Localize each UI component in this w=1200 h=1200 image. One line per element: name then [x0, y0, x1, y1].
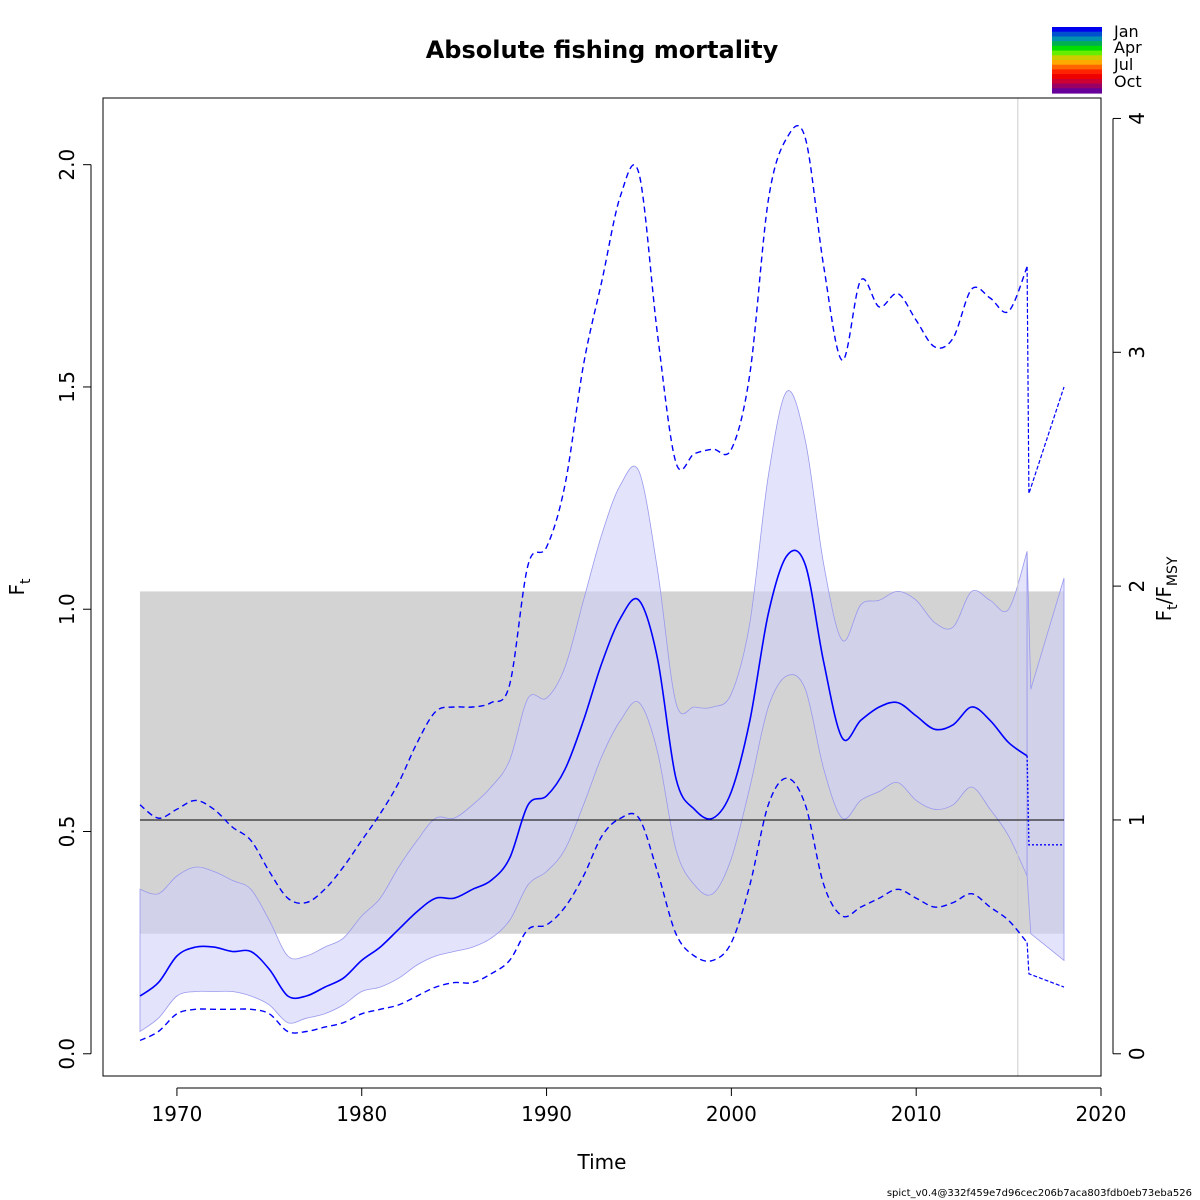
x-tick-label: 1990: [521, 1102, 572, 1126]
y-tick-label: 2.0: [55, 149, 79, 181]
f-prediction-line: [1026, 755, 1064, 846]
y-tick-label: 1.0: [55, 593, 79, 625]
legend-label-jan: Jan: [1113, 22, 1139, 41]
legend-label-jul: Jul: [1113, 55, 1133, 74]
x-tick-label: 2010: [891, 1102, 942, 1126]
legend-swatch: [1052, 31, 1102, 38]
y-label-left-main: F: [5, 584, 29, 596]
x-tick-label: 2020: [1076, 1102, 1127, 1126]
legend-label-apr: Apr: [1114, 38, 1142, 57]
x-tick-label: 1970: [151, 1102, 202, 1126]
legend-label-oct: Oct: [1114, 72, 1142, 91]
legend-swatch: [1052, 64, 1102, 71]
month-color-legend: Jan Apr Jul Oct: [1052, 22, 1142, 94]
obs-ci-upper-dashed-line: [139, 125, 1028, 904]
legend-swatch: [1052, 27, 1102, 33]
chart-title: Absolute fishing mortality: [426, 36, 779, 64]
version-footer: spict_v0.4@332f459e7d96cec206b7aca803fdb…: [887, 1188, 1192, 1199]
legend-swatch: [1052, 60, 1102, 66]
prediction-obs-ci-upper-line: [1026, 266, 1065, 494]
legend-swatch: [1052, 69, 1102, 75]
f-confidence-band: [139, 390, 1028, 1033]
y-label-right-num-sub: t: [1165, 604, 1181, 610]
prediction-confidence-band: [1026, 551, 1065, 962]
legend-swatch: [1052, 83, 1102, 89]
y2-tick-label: 3: [1125, 346, 1149, 359]
y2-tick-label: 0: [1125, 1047, 1149, 1060]
y-tick-label: 0.0: [55, 1038, 79, 1070]
obs-ci-lower-dashed-line: [139, 777, 1028, 1042]
y-label-left-sub: t: [18, 578, 34, 584]
y-tick-label: 0.5: [55, 816, 79, 848]
y-label-right-den-sub: MSY: [1165, 556, 1181, 586]
plot-frame: [102, 97, 1102, 1077]
legend-swatch: [1052, 50, 1102, 56]
y-tick-label: 1.5: [55, 371, 79, 403]
legend-swatch: [1052, 88, 1102, 94]
y-label-right-sep: /: [1152, 597, 1176, 604]
y-axis-label-left: Ft: [5, 578, 34, 596]
y-label-right-den: F: [1152, 586, 1176, 598]
legend-swatch: [1052, 78, 1102, 85]
x-axis: 1970 1980 1990 2000 2010 2020: [151, 1087, 1127, 1126]
legend-swatch: [1052, 74, 1102, 80]
prediction-obs-ci-lower-line: [1026, 942, 1065, 988]
y2-tick-label: 2: [1125, 580, 1149, 593]
y-axis-left: 0.0 0.5 1.0 1.5 2.0: [55, 149, 92, 1070]
legend-swatch: [1052, 41, 1102, 47]
legend-swatch: [1052, 55, 1102, 61]
y2-tick-label: 4: [1125, 112, 1149, 125]
plot-area: [139, 98, 1065, 1076]
x-tick-label: 2000: [706, 1102, 757, 1126]
f-estimate-line: [139, 549, 1028, 1000]
x-axis-label: Time: [577, 1150, 627, 1174]
y2-tick-label: 1: [1125, 814, 1149, 827]
y-axis-right: 0 1 2 3 4: [1112, 112, 1149, 1060]
y-label-right-num: F: [1152, 610, 1176, 622]
x-tick-label: 1980: [336, 1102, 387, 1126]
legend-swatch: [1052, 36, 1102, 42]
legend-swatch: [1052, 45, 1102, 52]
y-axis-label-right: Ft/FMSY: [1152, 556, 1181, 621]
